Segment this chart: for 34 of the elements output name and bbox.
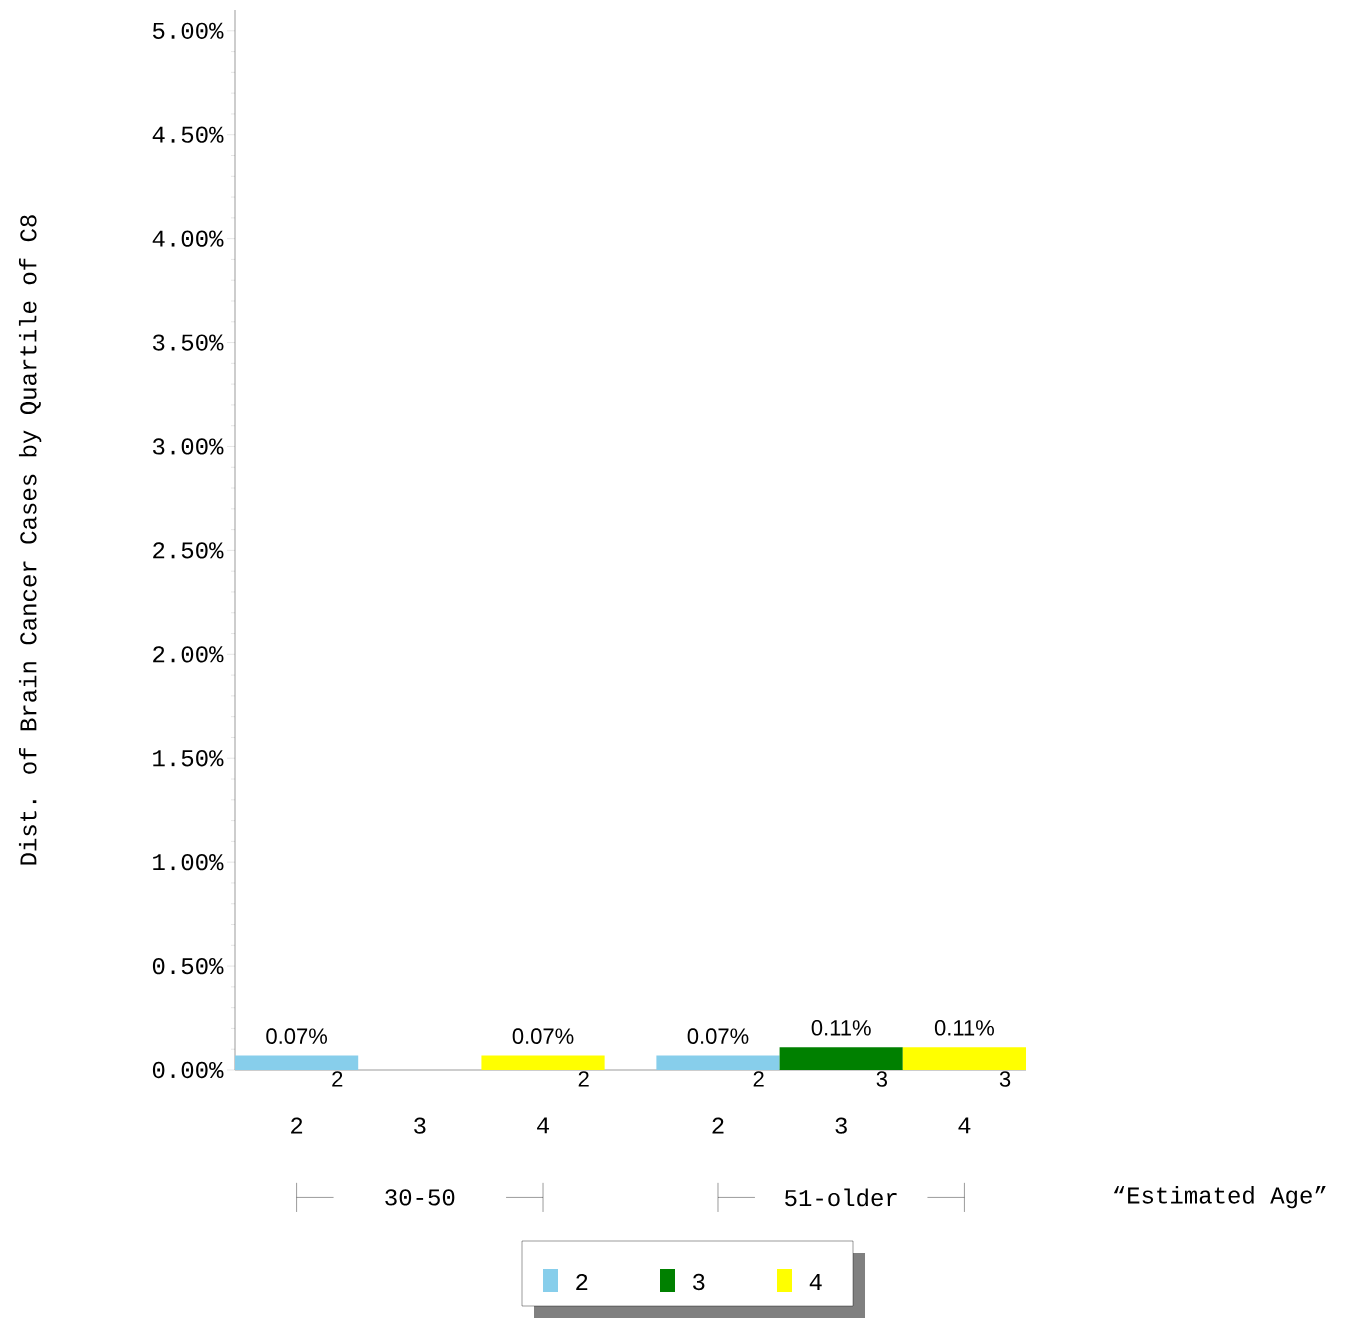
y-tick-label: 0.50%	[152, 957, 224, 975]
legend-label: 4	[809, 1274, 822, 1290]
y-tick-label: 1.50%	[153, 750, 224, 767]
x-tick-label: 3	[414, 1117, 426, 1134]
text: 51-older	[785, 1188, 897, 1207]
x-tick-label: 2	[712, 1117, 724, 1134]
y-tick-label: 3.50%	[152, 334, 224, 351]
x-axis-title: “Estimated Age”	[1113, 1186, 1326, 1209]
data-label: 0.11%	[934, 1020, 994, 1036]
y-tick-label: 2.00%	[153, 646, 224, 663]
y-tick-label: 4.50%	[152, 126, 224, 143]
data-label: 0.07%	[512, 1028, 574, 1044]
x-tick-label: 2	[291, 1117, 303, 1134]
x-tick-label: 3	[835, 1117, 847, 1134]
y-tick-label: 1.00%	[153, 854, 224, 871]
y-tick-label: 5.00%	[152, 22, 224, 39]
x-tick-label: 4	[958, 1117, 971, 1134]
y-tick-label: 3.00%	[152, 438, 224, 455]
y-axis-title: Dist. of Brain Cancer Cases by Quartile of C8	[18, 215, 42, 865]
data-label: 0.11%	[811, 1020, 871, 1036]
y-tick-label: 0.00%	[152, 1061, 224, 1079]
text: 2	[753, 1071, 764, 1087]
data-label: 0.07%	[687, 1028, 749, 1044]
x-tick-label: 4	[537, 1117, 550, 1134]
legend-label: 2	[576, 1273, 588, 1291]
text: 30-50	[385, 1189, 455, 1206]
text: 3	[876, 1071, 887, 1087]
text: 2	[578, 1071, 589, 1087]
data-label: 0.07%	[266, 1028, 328, 1044]
legend-label: 3	[693, 1273, 705, 1291]
y-tick-label: 2.50%	[153, 542, 224, 559]
text: 3	[999, 1071, 1011, 1087]
y-tick-label: 4.00%	[152, 230, 224, 247]
text: 2	[332, 1071, 343, 1087]
